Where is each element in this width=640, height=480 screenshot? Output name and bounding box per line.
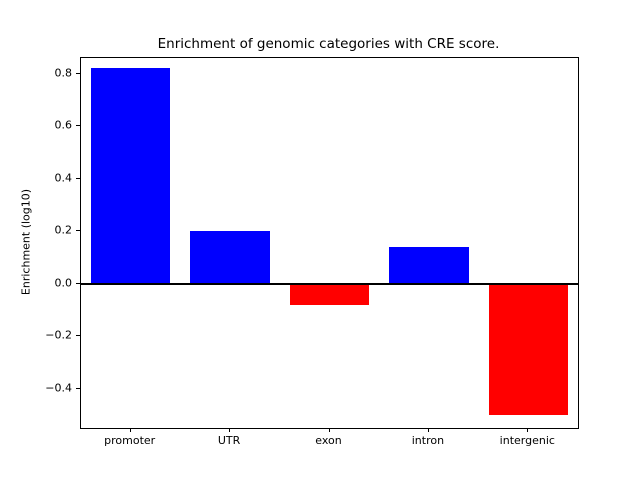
y-tick-label-0.6: 0.6 xyxy=(54,118,73,132)
y-tick-label-−0.4: −0.4 xyxy=(45,381,72,395)
x-tick-mark-promoter xyxy=(129,428,131,432)
y-tick-mark-0.8 xyxy=(76,72,80,74)
y-tick-mark-−0.2 xyxy=(76,335,80,337)
y-tick-mark-0.6 xyxy=(76,125,80,127)
y-tick-label-0.4: 0.4 xyxy=(54,171,73,185)
y-tick-label-0.8: 0.8 xyxy=(54,66,73,80)
x-tick-mark-intron xyxy=(427,428,429,432)
x-tick-mark-exon xyxy=(328,428,330,432)
x-tick-label-exon: exon xyxy=(315,434,342,447)
y-tick-label-−0.2: −0.2 xyxy=(45,328,72,342)
y-tick-label-0.2: 0.2 xyxy=(54,223,73,237)
bar-intergenic xyxy=(488,283,569,415)
y-tick-mark-0.0 xyxy=(76,282,80,284)
bar-UTR xyxy=(190,231,270,284)
bar-intron xyxy=(389,246,469,284)
x-tick-label-intron: intron xyxy=(411,434,445,447)
x-tick-label-intergenic: intergenic xyxy=(499,434,555,447)
x-tick-mark-UTR xyxy=(229,428,231,432)
y-tick-mark-0.4 xyxy=(76,177,80,179)
x-tick-label-UTR: UTR xyxy=(217,434,241,447)
x-tick-mark-intergenic xyxy=(527,428,529,432)
zero-line xyxy=(81,282,578,285)
x-tick-label-promoter: promoter xyxy=(104,434,156,447)
y-tick-mark-0.2 xyxy=(76,230,80,232)
y-tick-label-0.0: 0.0 xyxy=(54,276,73,290)
y-axis-label: Enrichment (log10) xyxy=(19,188,33,296)
plot-area xyxy=(80,57,579,429)
chart-title: Enrichment of genomic categories with CR… xyxy=(157,36,500,52)
bar-promoter xyxy=(90,68,171,284)
y-tick-mark-−0.4 xyxy=(76,387,80,389)
bar-exon xyxy=(289,283,370,305)
